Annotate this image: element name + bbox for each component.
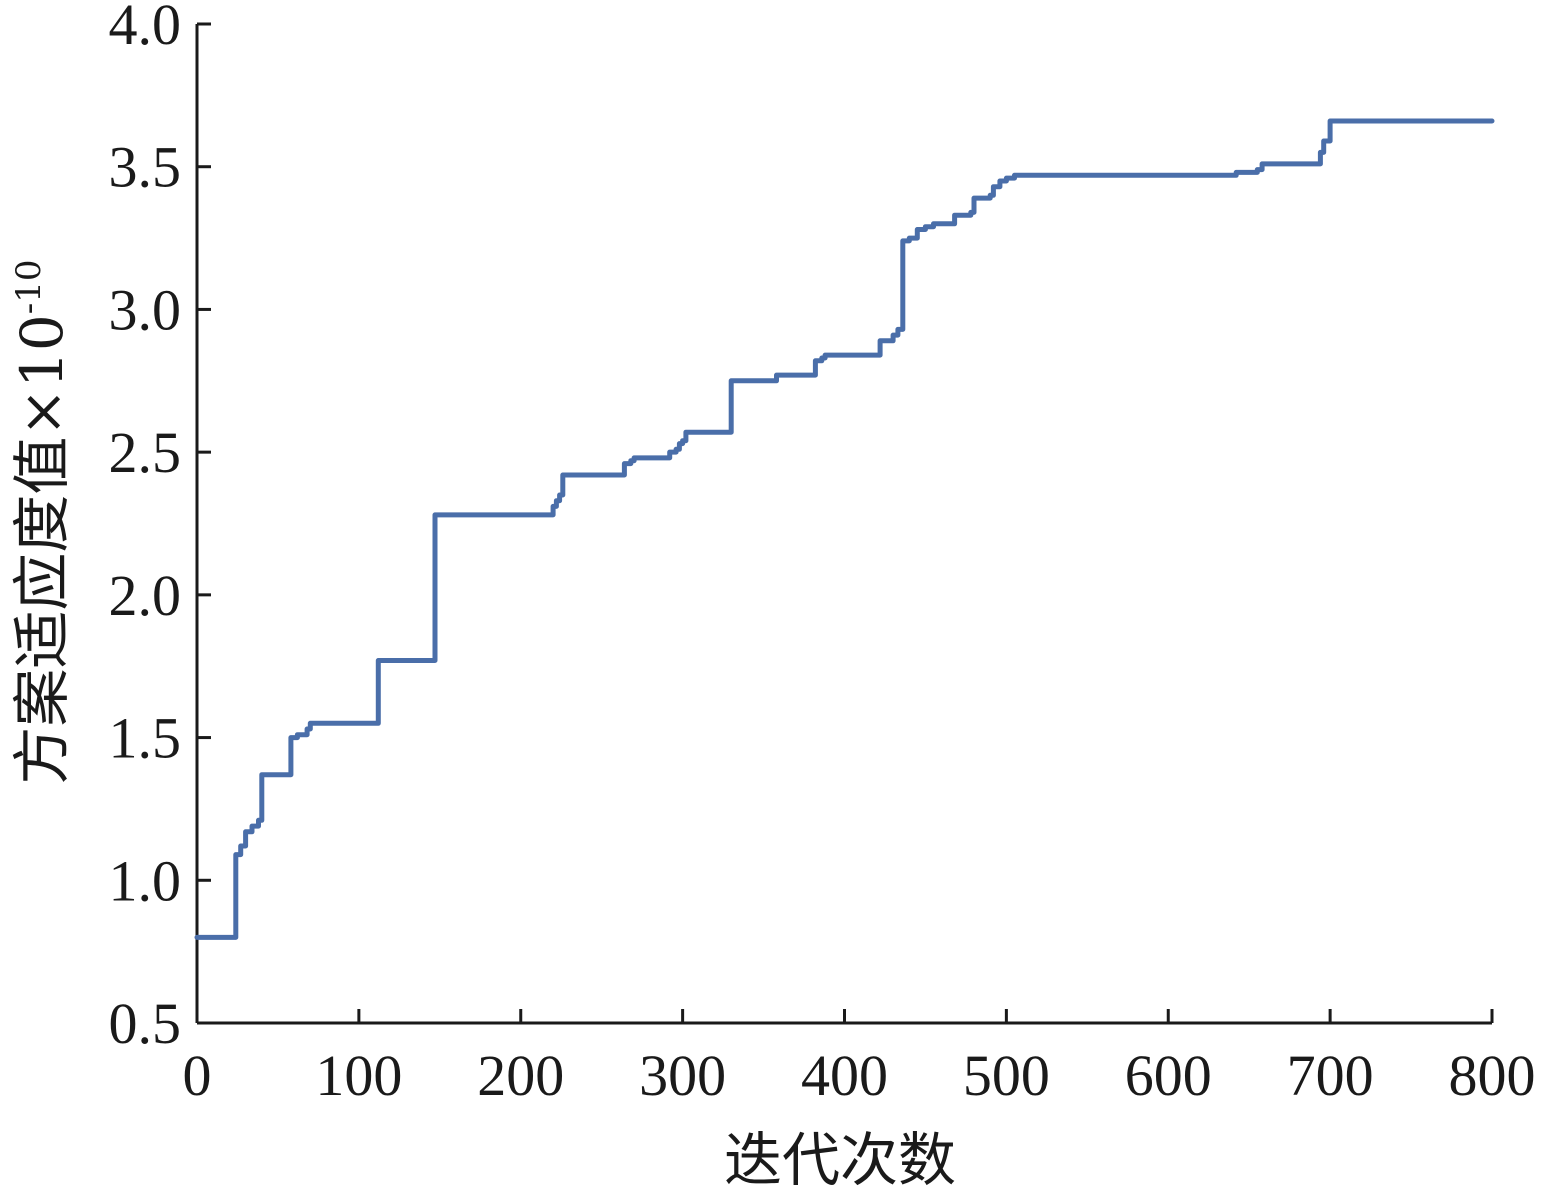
series-layer: [194, 118, 1495, 940]
x-axis-title: 迭代次数: [724, 1126, 956, 1194]
y-tick-label: 1.0: [109, 848, 182, 913]
y-axis-title-main: 方案适应度值×10: [8, 314, 76, 784]
plot-area: [195, 24, 1492, 1025]
y-tick-label: 1.5: [109, 706, 182, 771]
y-axis-title: 方案适应度值×10-10: [8, 259, 76, 784]
y-tick-label: 3.5: [109, 135, 182, 200]
y-axis-ticks: 0.5 1.0 1.5 2.0 2.5 3.0 3.5 4.0: [109, 0, 211, 1056]
x-tick-label: 800: [1449, 1043, 1536, 1108]
x-tick-label: 600: [1125, 1043, 1212, 1108]
y-axis-title-exponent: -10: [9, 259, 49, 314]
y-tick-label: 4.0: [109, 0, 182, 57]
x-tick-label: 200: [477, 1043, 564, 1108]
x-tick-label: 500: [963, 1043, 1050, 1108]
y-tick-label: 3.0: [109, 277, 182, 342]
fitness-series-line: [194, 118, 1495, 940]
y-tick-label: 0.5: [109, 991, 182, 1056]
x-axis-ticks: 0 100 200 300 400 500 600 700 800: [183, 1009, 1536, 1108]
x-tick-label: 300: [639, 1043, 726, 1108]
x-tick-label: 700: [1287, 1043, 1374, 1108]
y-tick-label: 2.0: [109, 563, 182, 628]
y-tick-label: 2.5: [109, 420, 182, 485]
x-tick-label: 0: [183, 1043, 212, 1108]
x-tick-label: 100: [315, 1043, 402, 1108]
x-tick-label: 400: [801, 1043, 888, 1108]
